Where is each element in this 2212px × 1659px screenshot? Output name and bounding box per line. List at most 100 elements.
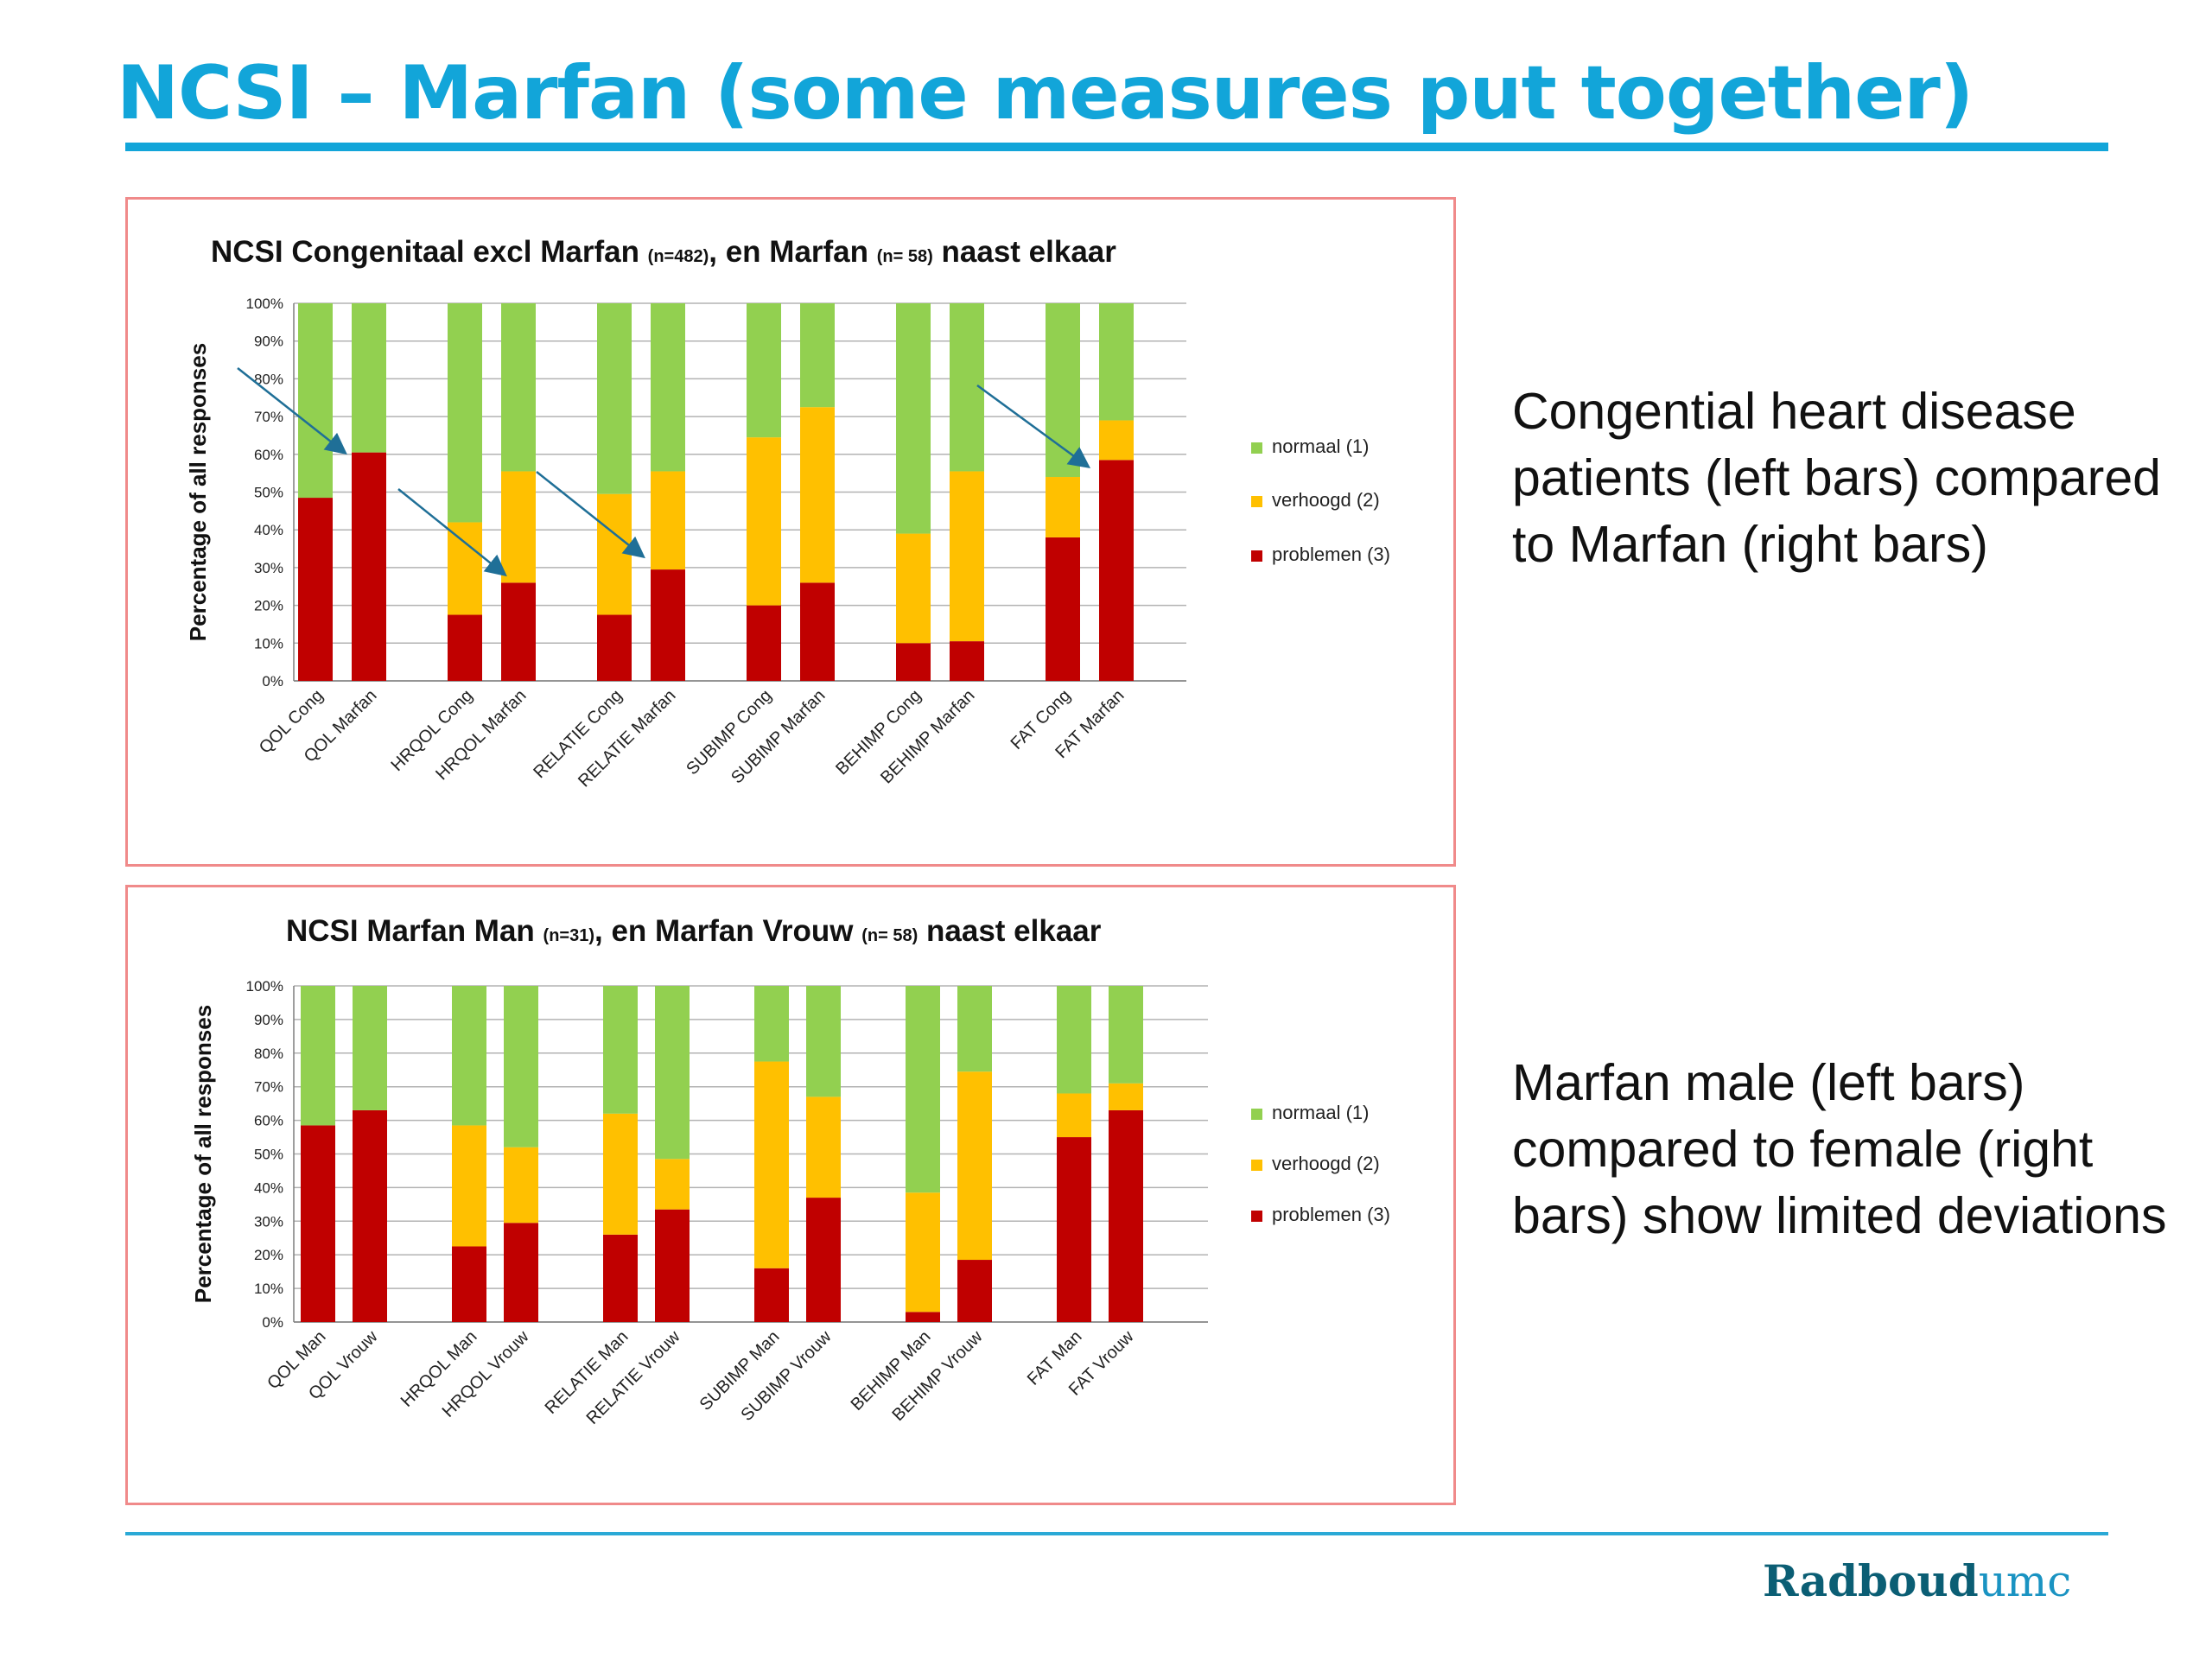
bar-qol-vrouw-problemen-3	[353, 1109, 387, 1322]
legend-label-problemen-3: problemen (3)	[1272, 1204, 1390, 1225]
x-tick-label-subimp-marfan: SUBIMP Marfan	[728, 686, 829, 787]
bar-subimp-cong-verhoogd-2	[747, 437, 781, 606]
annotation-arrow	[397, 488, 507, 577]
bar-relatie-marfan-normaal-1	[651, 303, 685, 472]
bar-relatie-vrouw-normaal-1	[655, 986, 690, 1160]
bar-hrqol-cong-normaal-1	[448, 303, 482, 523]
bar-relatie-cong-verhoogd-2	[597, 493, 632, 615]
bar-subimp-vrouw-normaal-1	[806, 986, 841, 1097]
bar-subimp-vrouw-verhoogd-2	[806, 1096, 841, 1198]
radboudumc-logo: Radboudumc	[1763, 1555, 2071, 1606]
slide-title: NCSI – Marfan (some measures put togethe…	[117, 50, 1974, 137]
legend-swatch-verhoogd-2	[1251, 1160, 1262, 1171]
bar-behimp-cong-verhoogd-2	[896, 533, 931, 644]
bar-subimp-cong-problemen-3	[747, 605, 781, 681]
chart-title-part: , en Marfan Vrouw	[594, 914, 861, 948]
y-tick-label: 10%	[254, 1281, 283, 1297]
legend-swatch-normaal-1	[1251, 442, 1262, 454]
bar-hrqol-marfan-problemen-3	[501, 582, 536, 681]
y-tick-label: 60%	[254, 447, 283, 463]
y-tick-label: 70%	[254, 409, 283, 425]
chart-title: NCSI Marfan Man (n=31), en Marfan Vrouw …	[286, 914, 1102, 948]
bar-behimp-man-normaal-1	[906, 986, 940, 1193]
x-tick-label-behimp-marfan: BEHIMP Marfan	[877, 686, 978, 787]
y-tick-label: 40%	[254, 1179, 283, 1196]
bar-hrqol-vrouw-problemen-3	[504, 1223, 538, 1322]
legend-label-normaal-1: normaal (1)	[1272, 1102, 1369, 1123]
bar-relatie-marfan-problemen-3	[651, 569, 685, 681]
chart-title-part: (n= 58)	[861, 926, 918, 945]
legend-label-verhoogd-2: verhoogd (2)	[1272, 489, 1380, 511]
bar-hrqol-cong-problemen-3	[448, 614, 482, 681]
legend-swatch-verhoogd-2	[1251, 496, 1262, 507]
logo-word-umc: umc	[1978, 1556, 2072, 1606]
bar-qol-man-normaal-1	[301, 986, 335, 1126]
y-tick-label: 30%	[254, 560, 283, 576]
chart-panel-congenital-vs-marfan: NCSI Congenitaal excl Marfan (n=482), en…	[125, 197, 1456, 867]
annotation-arrow	[237, 367, 347, 455]
stacked-bar-chart-man-vs-vrouw: NCSI Marfan Man (n=31), en Marfan Vrouw …	[190, 914, 1390, 1428]
bar-relatie-cong-problemen-3	[597, 614, 632, 681]
bar-hrqol-man-problemen-3	[452, 1246, 486, 1322]
bar-hrqol-marfan-normaal-1	[501, 303, 536, 472]
bar-qol-cong-normaal-1	[298, 303, 333, 499]
y-tick-label: 10%	[254, 635, 283, 652]
chart-title-part: , en Marfan	[709, 235, 876, 269]
y-axis-label: Percentage of all responses	[185, 343, 211, 641]
x-tick-label-relatie-marfan: RELATIE Marfan	[575, 686, 679, 791]
x-tick-label-relatie-cong: RELATIE Cong	[530, 686, 626, 782]
bar-fat-cong-verhoogd-2	[1046, 477, 1080, 537]
stacked-bar-chart-congenital-vs-marfan: NCSI Congenitaal excl Marfan (n=482), en…	[185, 235, 1390, 791]
bar-qol-man-problemen-3	[301, 1125, 335, 1322]
y-tick-label: 100%	[246, 978, 283, 995]
bar-behimp-vrouw-normaal-1	[957, 986, 992, 1072]
bar-hrqol-vrouw-verhoogd-2	[504, 1147, 538, 1224]
chart-title-part: NCSI Marfan Man	[286, 914, 543, 948]
bar-relatie-man-verhoogd-2	[603, 1113, 638, 1235]
bar-hrqol-vrouw-normaal-1	[504, 986, 538, 1147]
logo-word-radboud: Radboud	[1763, 1555, 1979, 1606]
legend-swatch-problemen-3	[1251, 1211, 1262, 1222]
bar-relatie-vrouw-problemen-3	[655, 1209, 690, 1322]
bar-qol-marfan-normaal-1	[352, 303, 386, 453]
y-tick-label: 90%	[254, 334, 283, 350]
bar-fat-man-normaal-1	[1057, 986, 1091, 1094]
bar-relatie-vrouw-verhoogd-2	[655, 1159, 690, 1210]
y-tick-label: 70%	[254, 1079, 283, 1096]
x-tick-label-behimp-vrouw: BEHIMP Vrouw	[889, 1327, 987, 1425]
y-tick-label: 0%	[262, 673, 283, 690]
bar-behimp-man-verhoogd-2	[906, 1192, 940, 1313]
y-tick-label: 20%	[254, 598, 283, 614]
bar-qol-marfan-problemen-3	[352, 452, 386, 681]
y-tick-label: 60%	[254, 1113, 283, 1129]
y-tick-label: 40%	[254, 522, 283, 538]
y-tick-label: 50%	[254, 485, 283, 501]
bar-behimp-cong-normaal-1	[896, 303, 931, 534]
bar-fat-vrouw-normaal-1	[1109, 986, 1143, 1084]
bar-behimp-vrouw-verhoogd-2	[957, 1071, 992, 1261]
bar-behimp-marfan-verhoogd-2	[950, 471, 984, 642]
description-man-vs-vrouw: Marfan male (left bars) compared to fema…	[1512, 1054, 2167, 1244]
y-tick-label: 30%	[254, 1213, 283, 1230]
bar-relatie-marfan-verhoogd-2	[651, 471, 685, 570]
x-tick-label-subimp-vrouw: SUBIMP Vrouw	[738, 1327, 836, 1425]
chart-title-part: (n= 58)	[877, 247, 933, 266]
legend-label-normaal-1: normaal (1)	[1272, 435, 1369, 457]
bar-hrqol-man-normaal-1	[452, 986, 486, 1126]
bar-fat-vrouw-problemen-3	[1109, 1109, 1143, 1322]
bar-behimp-marfan-problemen-3	[950, 641, 984, 681]
bar-fat-cong-normaal-1	[1046, 303, 1080, 478]
bar-subimp-man-verhoogd-2	[754, 1061, 789, 1268]
bar-subimp-cong-normaal-1	[747, 303, 781, 438]
bar-behimp-cong-problemen-3	[896, 643, 931, 681]
bar-behimp-vrouw-problemen-3	[957, 1260, 992, 1322]
bar-relatie-man-normaal-1	[603, 986, 638, 1114]
chart-title-part: naast elkaar	[933, 235, 1116, 269]
bar-relatie-man-problemen-3	[603, 1234, 638, 1322]
bar-subimp-marfan-normaal-1	[800, 303, 835, 408]
bar-fat-man-verhoogd-2	[1057, 1093, 1091, 1138]
y-tick-label: 20%	[254, 1247, 283, 1263]
legend-swatch-problemen-3	[1251, 550, 1262, 562]
bar-relatie-cong-normaal-1	[597, 303, 632, 494]
bar-fat-cong-problemen-3	[1046, 537, 1080, 681]
